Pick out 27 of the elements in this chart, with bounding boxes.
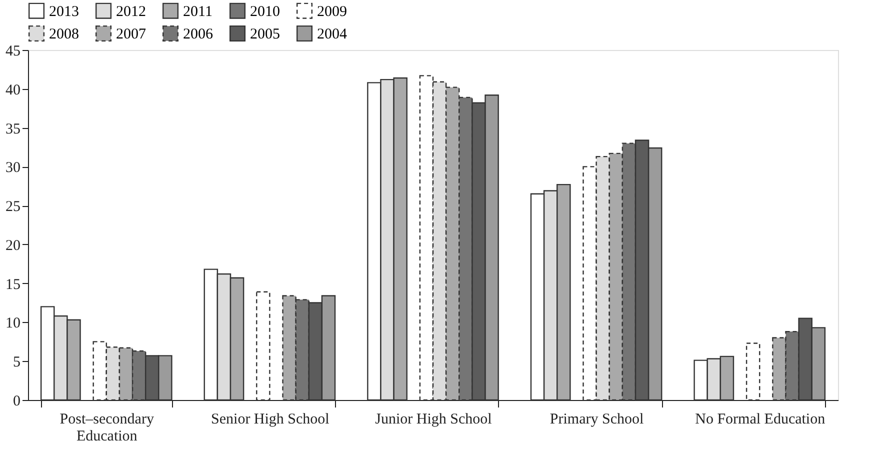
legend-label: 2012	[116, 4, 146, 20]
y-tick-label: 10	[6, 316, 20, 332]
y-tick-label: 5	[13, 354, 20, 371]
y-tick-label: 45	[6, 44, 20, 60]
y-tick-label: 40	[6, 82, 20, 98]
y-tick-label: 25	[6, 199, 20, 216]
legend-label: 2011	[183, 4, 212, 20]
legend-label: 2008	[49, 26, 79, 42]
legend-label: 2010	[250, 4, 280, 20]
bar	[746, 342, 760, 401]
x-tick-label: Senior High School	[211, 412, 330, 428]
legend-label: 2013	[49, 4, 79, 20]
y-tick-label: 30	[6, 160, 20, 176]
y-tick-label: 35	[6, 121, 20, 138]
x-tick-label: Junior High School	[375, 412, 492, 428]
x-tick-label: Primary School	[550, 412, 644, 428]
legend-label: 2009	[317, 4, 347, 20]
legend-label: 2005	[250, 26, 280, 42]
legend-label: 2007	[116, 26, 146, 42]
y-tick-label: 0	[13, 394, 20, 410]
x-tick-label: Post–secondary Education	[60, 412, 154, 444]
bar	[256, 291, 270, 401]
legend-label: 2006	[183, 26, 214, 42]
y-tick-label: 15	[6, 276, 20, 293]
legend-label: 2004	[317, 26, 348, 42]
x-tick-label: No Formal Education	[695, 412, 826, 428]
y-tick-label: 20	[6, 238, 20, 254]
